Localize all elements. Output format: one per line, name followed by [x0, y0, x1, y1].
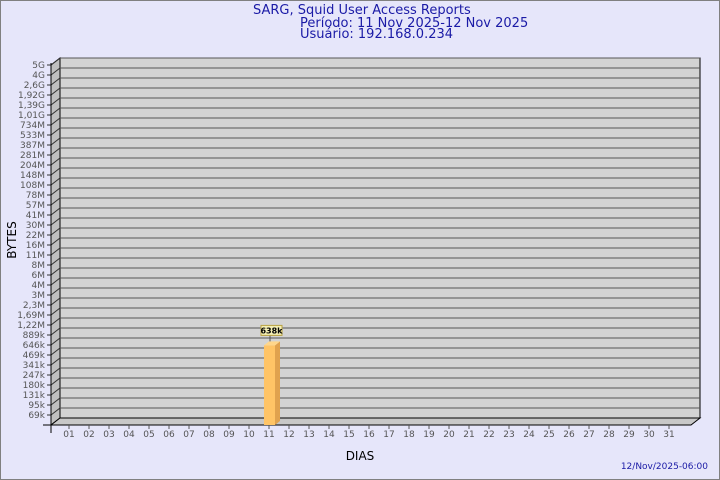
- x-tick-label: 18: [403, 430, 415, 440]
- y-tick-label: 95k: [28, 401, 45, 411]
- y-tick-label: 387M: [20, 141, 45, 151]
- x-tick-label: 15: [343, 430, 354, 440]
- y-axis-label: BYTES: [5, 221, 19, 258]
- y-tick-label: 30M: [26, 221, 45, 231]
- x-tick-label: 11: [263, 430, 274, 440]
- chart-subtitle-user: Usuário: 192.168.0.234: [300, 27, 454, 42]
- y-tick-label: 646k: [23, 341, 46, 351]
- x-tick-label: 07: [183, 430, 194, 440]
- x-tick-label: 01: [63, 430, 74, 440]
- bar-top: [264, 341, 280, 346]
- x-tick-label: 23: [503, 430, 514, 440]
- chart-title: SARG, Squid User Access Reports: [253, 3, 471, 18]
- x-tick-label: 14: [323, 430, 335, 440]
- y-tick-label: 11M: [26, 251, 45, 261]
- y-tick-label: 247k: [23, 371, 46, 381]
- x-tick-label: 04: [123, 430, 135, 440]
- x-tick-label: 22: [483, 430, 494, 440]
- y-tick-label: 2,3M: [23, 301, 45, 311]
- y-tick-label: 281M: [20, 151, 45, 161]
- y-tick-label: 341k: [23, 361, 46, 371]
- y-tick-label: 180k: [23, 381, 46, 391]
- y-tick-label: 41M: [26, 211, 45, 221]
- x-tick-label: 10: [243, 430, 255, 440]
- y-tick-label: 734M: [20, 121, 45, 131]
- data-label: 638k: [260, 326, 283, 335]
- y-tick-label: 16M: [26, 241, 45, 251]
- y-tick-label: 131k: [23, 391, 46, 401]
- y-tick-label: 1,01G: [18, 111, 45, 121]
- x-tick-label: 03: [103, 430, 114, 440]
- y-tick-label: 4M: [32, 281, 46, 291]
- y-tick-label: 3M: [32, 291, 46, 301]
- data-label-box: [260, 324, 283, 336]
- x-tick-label: 28: [603, 430, 615, 440]
- y-tick-label: 2,6G: [24, 81, 45, 91]
- x-tick-label: 26: [563, 430, 575, 440]
- x-tick-label: 06: [163, 430, 175, 440]
- x-tick-label: 13: [303, 430, 314, 440]
- y-tick-label: 57M: [26, 201, 45, 211]
- y-tick-label: 69k: [28, 411, 45, 421]
- x-tick-label: 12: [283, 430, 294, 440]
- y-tick-label: 533M: [20, 131, 45, 141]
- bar-front: [264, 345, 275, 425]
- x-tick-label: 17: [383, 430, 394, 440]
- y-tick-label: 889k: [23, 331, 46, 341]
- x-tick-label: 21: [463, 430, 474, 440]
- y-tick-label: 1,69M: [17, 311, 45, 321]
- x-tick-label: 24: [523, 430, 535, 440]
- y-tick-label: 78M: [26, 191, 45, 201]
- x-tick-label: 20: [443, 430, 455, 440]
- report-timestamp: 12/Nov/2025-06:00: [620, 462, 708, 472]
- x-tick-label: 19: [423, 430, 435, 440]
- x-tick-label: 25: [543, 430, 554, 440]
- x-tick-label: 05: [143, 430, 154, 440]
- x-tick-label: 31: [663, 430, 674, 440]
- y-tick-label: 1,22M: [17, 321, 45, 331]
- x-tick-label: 29: [623, 430, 635, 440]
- y-tick-label: 1,39G: [18, 101, 45, 111]
- chart-subtitle-period: Período: 11 Nov 2025-12 Nov 2025: [300, 16, 529, 31]
- x-tick-label: 02: [83, 430, 94, 440]
- x-tick-label: 09: [223, 430, 235, 440]
- x-tick-label: 16: [363, 430, 375, 440]
- y-tick-label: 4G: [32, 71, 45, 81]
- y-tick-label: 108M: [20, 181, 45, 191]
- plot-floor: [49, 417, 702, 426]
- x-tick-label: 27: [583, 430, 594, 440]
- x-tick-label: 30: [643, 430, 655, 440]
- y-tick-label: 22M: [26, 231, 45, 241]
- y-tick-label: 8M: [32, 261, 46, 271]
- y-tick-label: 469k: [23, 351, 46, 361]
- x-tick-label: 08: [203, 430, 215, 440]
- y-tick-label: 6M: [32, 271, 46, 281]
- y-tick-label: 148M: [20, 171, 45, 181]
- y-tick-label: 1,92G: [18, 91, 45, 101]
- x-axis-label: DIAS: [346, 449, 375, 463]
- y-tick-label: 5G: [32, 61, 45, 71]
- bar-side: [275, 341, 280, 425]
- y-tick-label: 204M: [20, 161, 45, 171]
